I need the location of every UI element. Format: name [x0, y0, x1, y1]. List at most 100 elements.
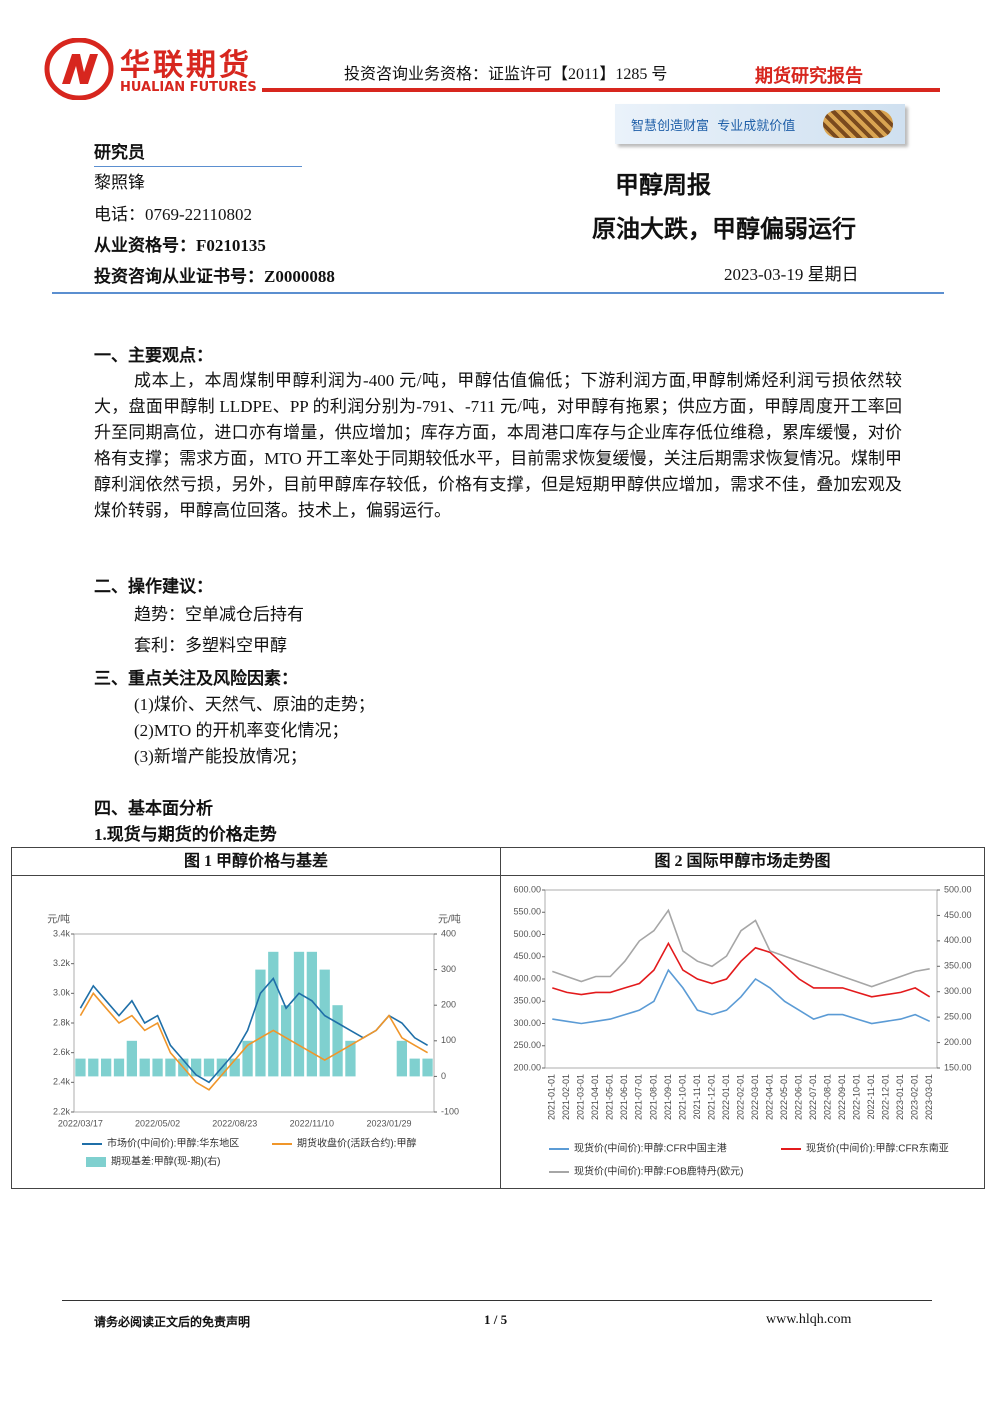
figure-title: 图 2 国际甲醇市场走势图 [501, 848, 984, 876]
report-series: 甲醇周报 [615, 171, 711, 199]
bar [319, 969, 330, 1077]
x-tick-label: 2021-04-01 [590, 1074, 600, 1120]
report-date: 2023-03-19 星期日 [724, 265, 859, 284]
logo [44, 38, 114, 100]
researcher-name: 黎照锋 [94, 173, 145, 192]
bar [152, 1058, 163, 1077]
bar [101, 1058, 112, 1077]
y-tick-label: 350.00 [513, 996, 541, 1006]
line-series [552, 908, 930, 988]
x-tick-label: 2023-01-01 [895, 1074, 905, 1120]
chart: 2.2k 2.4k 2.6k 2.8k 3.0k 3.2k 3.4k -100 0 100 200 3… [47, 913, 461, 1168]
y-axis-label: 元/吨 [47, 913, 70, 926]
legend-label: 现货价(中间价):甲醇:FOB鹿特丹(欧元) [574, 1165, 743, 1178]
figure-title: 图 1 甲醇价格与基差 [12, 848, 500, 876]
y2-axis-label: 元/吨 [438, 913, 461, 926]
y-tick-label: 2.8k [53, 1017, 71, 1027]
page-number: 1 / 5 [484, 1312, 508, 1327]
x-tick-label: 2022-12-01 [881, 1074, 891, 1120]
plot-frame [73, 933, 435, 1113]
legend-label: 现货价(中间价):甲醇:CFR东南亚 [806, 1142, 949, 1155]
y-tick-label: 100 [441, 1035, 456, 1045]
y-tick-label: 450.00 [944, 910, 972, 920]
company-cn: 华联期货 [120, 48, 252, 83]
x-tick-label: 2021-02-01 [561, 1074, 571, 1120]
subheading: 1.现货与期货的价格走势 [94, 825, 277, 844]
slogan: 智慧创造财富 专业成就价值 [631, 119, 796, 134]
chart: 200.00 250.00 300.00 350.00 400.00 450.00 500.… [513, 884, 972, 1178]
researcher-heading: 研究员 [94, 143, 145, 162]
bar [396, 1040, 407, 1077]
x-tick-label: 2023-03-01 [924, 1074, 934, 1120]
x-tick-label: 2022-09-01 [837, 1074, 847, 1120]
advisory-cert: 投资咨询从业证书号：Z0000088 [94, 267, 335, 286]
bar [332, 1005, 343, 1077]
x-tick-label: 2021-05-01 [605, 1074, 615, 1120]
x-tick-label: 2022-08-01 [822, 1074, 832, 1120]
bar [268, 951, 279, 1077]
x-tick-label: 2022/11/10 [290, 1118, 334, 1128]
y-tick-label: 150.00 [944, 1062, 972, 1072]
y-tick-label: 500.00 [513, 929, 541, 939]
list-item: (2)MTO 的开机率变化情况； [134, 721, 349, 740]
qualification: 从业资格号：F0210135 [94, 236, 266, 255]
x-tick-label: 2021-01-01 [547, 1074, 557, 1120]
list-item: (1)煤价、天然气、原油的走势； [134, 695, 375, 714]
website: www.hlqh.com [766, 1312, 852, 1327]
y-tick-label: 3.4k [53, 928, 71, 938]
bar [139, 1058, 150, 1077]
bar [409, 1058, 420, 1077]
y-tick-label: 2.2k [53, 1106, 71, 1116]
bar [165, 1058, 176, 1077]
section-heading: 一、主要观点： [94, 346, 213, 365]
legend-label: 市场价(中间价):甲醇:华东地区 [107, 1137, 239, 1150]
x-tick-label: 2022-04-01 [764, 1074, 774, 1120]
bar [75, 1058, 86, 1077]
x-tick-label: 2021-06-01 [619, 1074, 629, 1120]
bar [126, 1040, 137, 1077]
disclaimer: 请务必阅读正文后的免责声明 [94, 1315, 251, 1329]
x-tick-label: 2022-07-01 [808, 1074, 818, 1120]
y-tick-label: 600.00 [513, 884, 541, 894]
footer-rule [62, 1300, 932, 1301]
x-tick-label: 2022-11-01 [866, 1074, 876, 1119]
legend-label: 期现基差:甲醇(现-期)(右) [111, 1155, 220, 1168]
line-series [552, 941, 931, 998]
report-title: 原油大跌，甲醇偏弱运行 [592, 215, 856, 243]
y-tick-label: -100 [441, 1106, 459, 1116]
section-heading: 四、基本面分析 [94, 799, 213, 818]
bar [345, 1040, 356, 1077]
x-tick-label: 2021-07-01 [634, 1074, 644, 1120]
slogan-box: 智慧创造财富 专业成就价值 [615, 104, 905, 144]
report-type: 期货研究报告 [755, 66, 863, 87]
y-tick-label: 250.00 [944, 1012, 972, 1022]
header-rule [262, 88, 940, 92]
y-tick-label: 450.00 [513, 951, 541, 961]
y-tick-label: 350.00 [944, 961, 972, 971]
plot-frame [544, 889, 938, 1069]
y-tick-label: 550.00 [513, 907, 541, 917]
section-heading: 二、操作建议： [94, 577, 213, 596]
x-tick-label: 2022-03-01 [750, 1074, 760, 1120]
x-tick-label: 2021-12-01 [706, 1074, 716, 1120]
x-tick-label: 2021-10-01 [677, 1074, 687, 1120]
legend-label: 期货收盘价(活跃合约):甲醇 [297, 1137, 416, 1150]
y-tick-label: 0 [441, 1071, 446, 1081]
list-item: 套利：多塑料空甲醇 [134, 636, 287, 655]
y-tick-label: 300.00 [944, 986, 972, 996]
x-tick-label: 2023-02-01 [910, 1074, 920, 1120]
y-tick-label: 2.6k [53, 1047, 71, 1057]
bar [255, 969, 266, 1077]
y-tick-label: 3.0k [53, 988, 71, 998]
phone: 电话：0769-22110802 [94, 205, 253, 224]
x-tick-label: 2022-06-01 [793, 1074, 803, 1120]
y-tick-label: 200.00 [944, 1037, 972, 1047]
figure-table: 图 1 甲醇价格与基差 图 2 国际甲醇市场走势图 2.2k 2.4k 2.6k 2.… [11, 847, 985, 1189]
license: 投资咨询业务资格：证监许可【2011】1285 号 [344, 66, 668, 83]
x-tick-label: 2021-08-01 [648, 1074, 658, 1120]
x-tick-label: 2022-10-01 [852, 1074, 862, 1120]
list-item: 趋势：空单减仓后持有 [134, 605, 304, 624]
y-tick-label: 300 [441, 964, 456, 974]
x-tick-label: 2021-09-01 [663, 1074, 673, 1120]
